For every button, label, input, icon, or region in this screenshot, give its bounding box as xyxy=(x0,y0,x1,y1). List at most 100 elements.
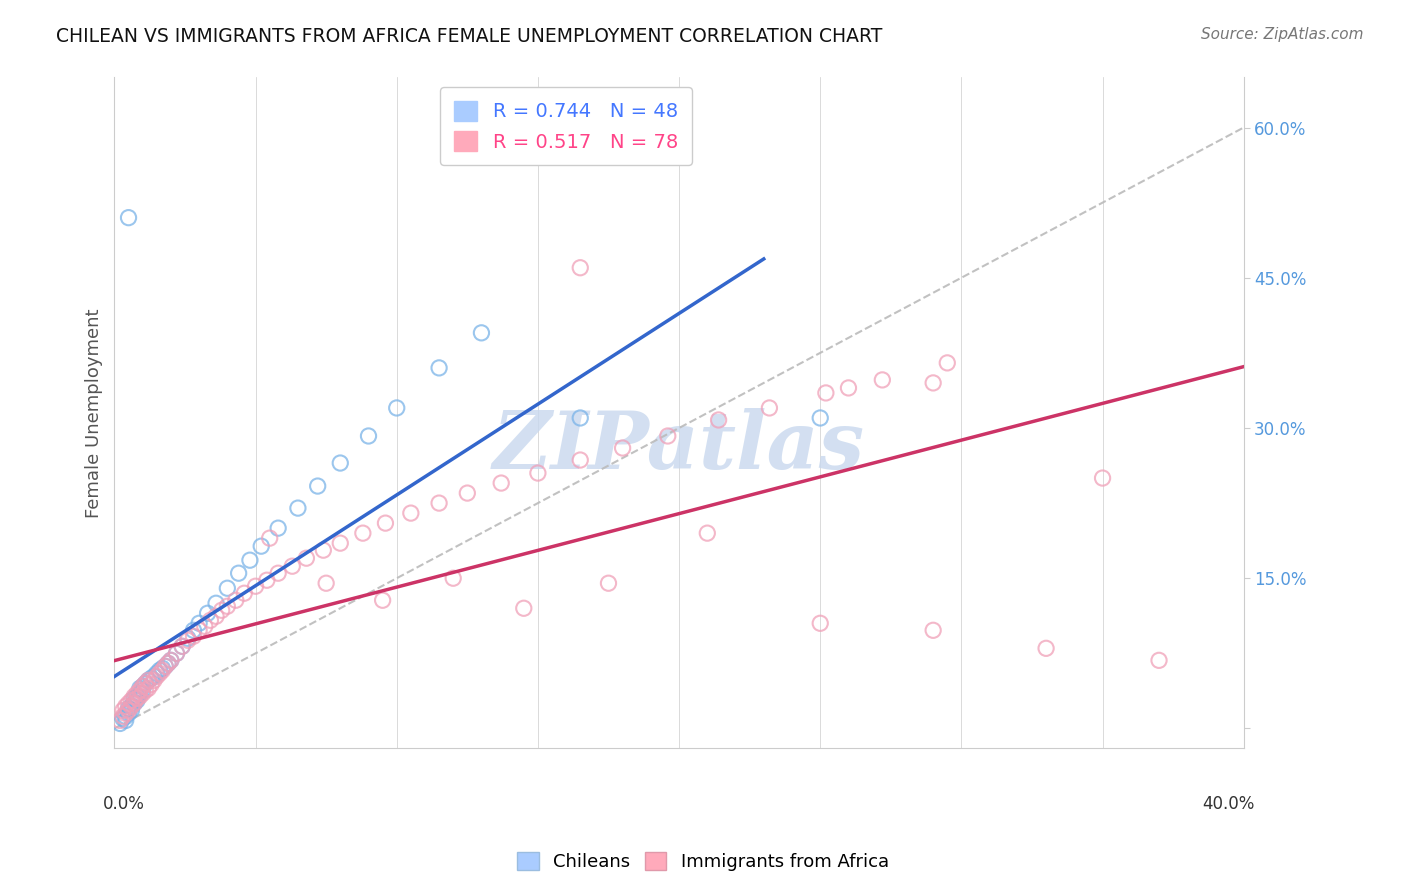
Point xyxy=(489,476,512,491)
Point xyxy=(131,679,153,693)
Point xyxy=(122,697,145,711)
Point xyxy=(120,693,142,707)
Point xyxy=(922,376,945,390)
Point xyxy=(936,356,959,370)
Point xyxy=(155,659,177,673)
Point xyxy=(166,646,188,660)
Point xyxy=(131,683,153,698)
Text: Source: ZipAtlas.com: Source: ZipAtlas.com xyxy=(1201,27,1364,42)
Point xyxy=(157,657,180,671)
Point xyxy=(513,601,536,615)
Point xyxy=(245,579,267,593)
Point xyxy=(120,699,142,714)
Point xyxy=(160,653,183,667)
Point xyxy=(399,506,422,520)
Point xyxy=(125,691,148,706)
Point xyxy=(188,624,211,638)
Point xyxy=(259,531,281,545)
Point xyxy=(329,536,352,550)
Text: 40.0%: 40.0% xyxy=(1202,796,1256,814)
Text: 0.0%: 0.0% xyxy=(103,796,145,814)
Point xyxy=(114,709,136,723)
Point xyxy=(385,401,408,415)
Point xyxy=(758,401,780,415)
Point xyxy=(281,559,304,574)
Point xyxy=(108,714,131,728)
Point xyxy=(197,607,219,621)
Point xyxy=(117,697,139,711)
Point xyxy=(1147,653,1170,667)
Point xyxy=(808,411,831,425)
Point xyxy=(136,681,159,696)
Point xyxy=(122,691,145,706)
Point xyxy=(183,629,205,643)
Point xyxy=(470,326,492,340)
Text: ZIPatlas: ZIPatlas xyxy=(494,408,865,485)
Point xyxy=(250,539,273,553)
Legend: R = 0.744   N = 48, R = 0.517   N = 78: R = 0.744 N = 48, R = 0.517 N = 78 xyxy=(440,87,692,165)
Point xyxy=(329,456,352,470)
Point xyxy=(569,453,592,467)
Point xyxy=(267,521,290,535)
Point xyxy=(142,669,165,683)
Point xyxy=(114,706,136,721)
Point xyxy=(707,413,730,427)
Text: CHILEAN VS IMMIGRANTS FROM AFRICA FEMALE UNEMPLOYMENT CORRELATION CHART: CHILEAN VS IMMIGRANTS FROM AFRICA FEMALE… xyxy=(56,27,883,45)
Point xyxy=(194,619,217,633)
Point xyxy=(569,260,592,275)
Point xyxy=(814,386,837,401)
Point xyxy=(267,566,290,581)
Point xyxy=(134,676,156,690)
Point xyxy=(122,697,145,711)
Point xyxy=(217,599,239,614)
Point xyxy=(128,681,150,696)
Point xyxy=(149,664,172,678)
Legend: Chileans, Immigrants from Africa: Chileans, Immigrants from Africa xyxy=(510,845,896,879)
Point xyxy=(117,706,139,721)
Point xyxy=(217,581,239,595)
Point xyxy=(239,553,262,567)
Point xyxy=(200,613,222,627)
Point xyxy=(427,360,450,375)
Point xyxy=(114,714,136,728)
Point xyxy=(837,381,859,395)
Point xyxy=(134,683,156,698)
Point xyxy=(456,486,478,500)
Point xyxy=(111,703,134,717)
Point xyxy=(315,576,337,591)
Point xyxy=(139,677,162,691)
Point xyxy=(696,526,718,541)
Point xyxy=(157,657,180,671)
Point xyxy=(183,624,205,638)
Point xyxy=(155,659,177,673)
Point xyxy=(657,429,679,443)
Point xyxy=(188,616,211,631)
Point xyxy=(117,701,139,715)
Point xyxy=(128,690,150,704)
Point xyxy=(120,703,142,717)
Point xyxy=(120,699,142,714)
Point xyxy=(205,596,228,610)
Point xyxy=(114,699,136,714)
Point xyxy=(352,526,374,541)
Point xyxy=(374,516,396,530)
Point xyxy=(287,501,309,516)
Point xyxy=(136,673,159,688)
Point xyxy=(149,666,172,681)
Point xyxy=(142,673,165,688)
Point xyxy=(122,690,145,704)
Point xyxy=(134,676,156,690)
Point xyxy=(128,683,150,698)
Point xyxy=(136,673,159,688)
Point xyxy=(152,661,174,675)
Point xyxy=(256,573,278,587)
Point xyxy=(108,716,131,731)
Point xyxy=(441,571,464,585)
Point xyxy=(117,703,139,717)
Point xyxy=(125,686,148,700)
Point xyxy=(152,664,174,678)
Point xyxy=(371,593,394,607)
Point xyxy=(172,640,194,654)
Point xyxy=(172,640,194,654)
Point xyxy=(205,609,228,624)
